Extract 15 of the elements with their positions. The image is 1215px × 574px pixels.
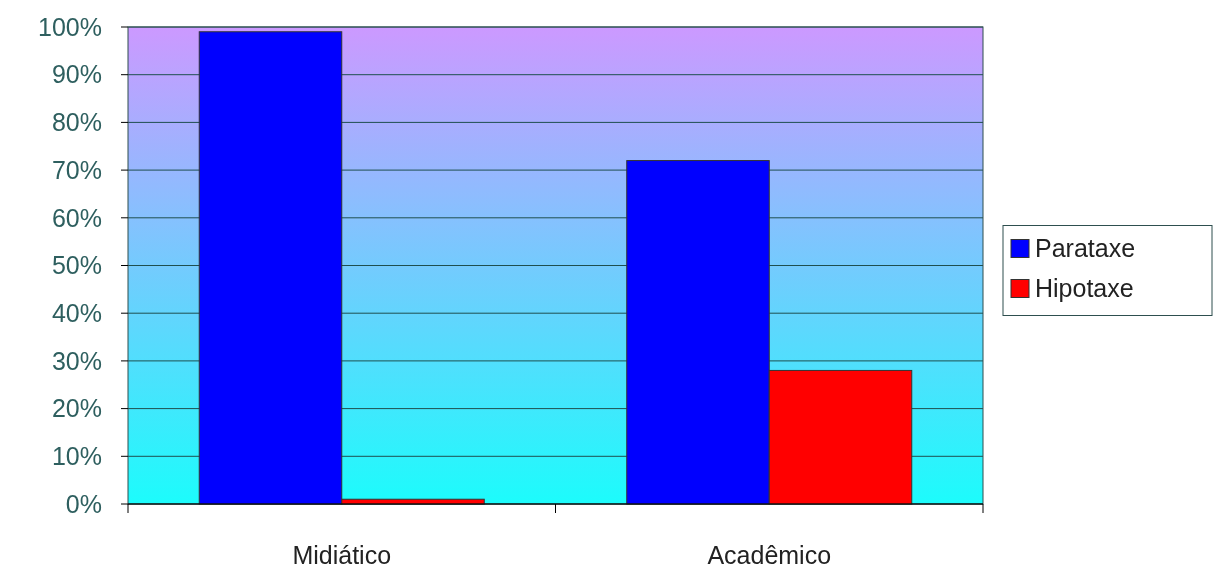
y-tick-label: 100% (38, 12, 102, 41)
y-tick-label: 40% (51, 298, 102, 327)
legend-label: Parataxe (1035, 234, 1136, 263)
legend-label: Hipotaxe (1035, 274, 1134, 303)
y-tick-label: 80% (51, 108, 102, 137)
y-tick-label: 90% (51, 60, 102, 89)
y-tick-label: 10% (51, 442, 102, 471)
x-tick-label: Acadêmico (707, 541, 832, 569)
y-tick-label: 30% (51, 346, 102, 375)
y-tick-label: 50% (51, 251, 102, 280)
y-tick-label: 0% (65, 489, 102, 518)
x-tick-label: Midiático (292, 541, 392, 569)
y-tick-label: 60% (51, 203, 102, 232)
y-tick-label: 20% (51, 394, 102, 423)
y-tick-label: 70% (51, 155, 102, 184)
